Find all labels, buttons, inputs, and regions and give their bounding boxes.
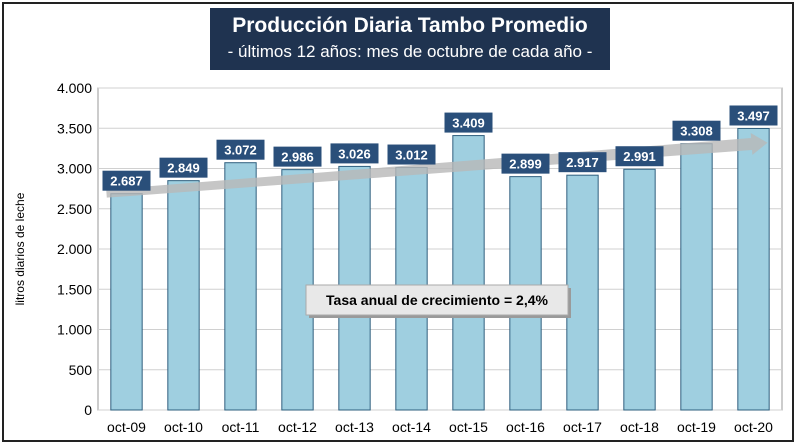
bar (452, 135, 485, 411)
bar (680, 143, 713, 411)
x-tick-label: oct-16 (506, 419, 545, 435)
x-tick-label: oct-15 (449, 419, 488, 435)
data-label-box (387, 144, 436, 165)
trend-arrow (106, 133, 768, 198)
chart-subtitle: - últimos 12 años: mes de octubre de cad… (227, 42, 593, 61)
data-label-box (330, 143, 379, 164)
data-label: 2.917 (566, 155, 599, 170)
x-tick-label: oct-14 (392, 419, 431, 435)
y-tick-label: 1.000 (57, 322, 92, 338)
x-tick-label: oct-10 (164, 419, 203, 435)
y-tick-label: 0 (84, 402, 92, 418)
data-label-box (102, 170, 151, 191)
bar (737, 127, 770, 411)
data-label: 2.899 (509, 157, 542, 172)
data-label-box (159, 157, 208, 178)
annotation-text: Tasa anual de crecimiento = 2,4% (326, 292, 548, 308)
y-tick-label: 3.000 (57, 161, 92, 177)
data-label: 3.026 (338, 146, 371, 161)
annotation-box (305, 284, 569, 316)
x-tick-label: oct-13 (335, 419, 374, 435)
x-tick-label: oct-19 (677, 419, 716, 435)
x-tick-label: oct-09 (107, 419, 146, 435)
bar (224, 162, 257, 411)
data-label: 3.497 (737, 108, 770, 123)
y-tick-label: 2.000 (57, 241, 92, 257)
y-tick-label: 500 (69, 362, 93, 378)
bar (167, 180, 200, 411)
x-tick-label: oct-11 (222, 419, 260, 435)
data-label-box (273, 146, 322, 167)
data-label: 3.072 (224, 143, 257, 158)
data-label: 2.849 (167, 161, 200, 176)
data-label-box (615, 146, 664, 167)
y-tick-label: 2.500 (57, 201, 92, 217)
data-label-box (444, 112, 493, 133)
y-axis-label: litros diarios de leche (13, 192, 27, 305)
bar (110, 193, 143, 411)
x-tick-label: oct-20 (734, 419, 773, 435)
x-tick-label: oct-12 (278, 419, 317, 435)
x-tick-label: oct-18 (620, 419, 659, 435)
bar (566, 174, 599, 411)
y-tick-label: 3.500 (57, 120, 92, 136)
data-label-box (501, 153, 550, 174)
x-tick-label: oct-17 (563, 419, 602, 435)
bar (623, 168, 656, 411)
data-label: 2.991 (623, 149, 656, 164)
y-tick-label: 1.500 (57, 281, 92, 297)
data-label: 3.308 (680, 124, 713, 139)
data-label-box (216, 139, 265, 160)
chart-title: Producción Diaria Tambo Promedio (232, 14, 588, 37)
data-label: 2.986 (281, 150, 314, 165)
data-label-box (729, 105, 778, 126)
data-label-box (672, 120, 721, 141)
data-label-box (558, 152, 607, 173)
data-label: 3.012 (395, 148, 428, 163)
y-tick-label: 4.000 (57, 80, 92, 96)
chart-title-box: Producción Diaria Tambo Promedio - últim… (210, 8, 610, 70)
data-label: 3.409 (452, 116, 485, 131)
data-label: 2.687 (110, 174, 143, 189)
